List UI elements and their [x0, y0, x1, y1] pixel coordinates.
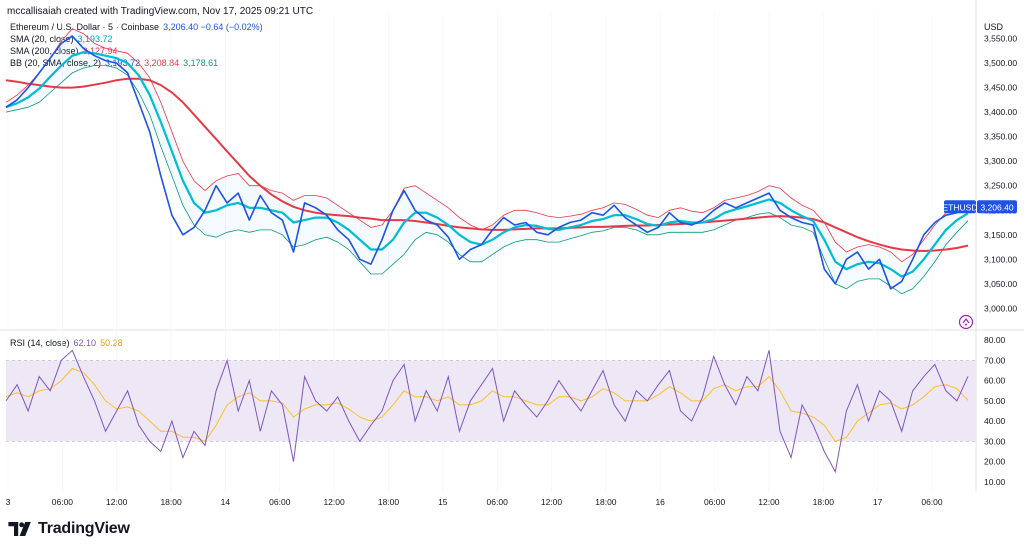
- price-lines: [5, 35, 969, 290]
- last-price-value: 3,206.40: [980, 202, 1013, 212]
- attribution-text: mccallisaiah created with TradingView.co…: [7, 6, 314, 17]
- legend-sma20-label: SMA (20, close): [10, 34, 74, 44]
- tradingview-logo-icon: [8, 522, 31, 536]
- legend-rsi-ma-value: 50.28: [100, 338, 123, 348]
- legend-rsi[interactable]: RSI (14, close) 62.10 50.28: [10, 338, 123, 348]
- time-tick-label: 12:00: [541, 497, 563, 507]
- time-tick-label: 15: [438, 497, 448, 507]
- legend-bb[interactable]: BB (20, SMA, close, 2) 3,193.72 3,208.84 3,…: [10, 58, 218, 68]
- price-tick-label: 3,450.00: [984, 83, 1017, 93]
- price-line: [5, 35, 969, 290]
- price-tick-label: 3,300.00: [984, 156, 1017, 166]
- time-tick-label: 06:00: [52, 497, 74, 507]
- currency-label[interactable]: USD: [984, 22, 1004, 32]
- time-tick-label: 17: [873, 497, 883, 507]
- legend-symbol-label: Ethereum / U.S. Dollar · 5 · Coinbase: [10, 22, 160, 32]
- time-tick-label: 3: [6, 497, 11, 507]
- rsi-tick-label: 40.00: [984, 416, 1006, 426]
- legend-symbol-values: 3,206.40 −0.64 (−0.02%): [163, 22, 263, 32]
- legend-rsi-value: 62.10: [73, 338, 97, 348]
- bb-upper-line: [5, 28, 969, 263]
- rsi-tick-label: 60.00: [984, 376, 1006, 386]
- price-tick-label: 3,100.00: [984, 254, 1017, 264]
- time-tick-label: 16: [655, 497, 665, 507]
- last-price-symbol: ETHUSD: [943, 202, 978, 212]
- sma20-line: [5, 51, 969, 278]
- price-tick-label: 3,050.00: [984, 279, 1017, 289]
- time-tick-label: 12:00: [106, 497, 128, 507]
- legend-symbol[interactable]: Ethereum / U.S. Dollar · 5 · Coinbase 3,2…: [10, 22, 263, 32]
- last-price-symbol-box: [944, 200, 976, 214]
- rsi-tick-label: 10.00: [984, 477, 1006, 487]
- last-price-tag: ETHUSD 3,206.40: [943, 200, 1017, 214]
- time-tick-label: 18:00: [378, 497, 400, 507]
- time-tick-label: 18:00: [595, 497, 617, 507]
- rsi-tick-label: 80.00: [984, 335, 1006, 345]
- legend-sma20[interactable]: SMA (20, close) 3,193.72: [10, 34, 113, 44]
- time-tick-label: 18:00: [160, 497, 182, 507]
- time-tick-label: 14: [221, 497, 231, 507]
- price-tick-label: 3,500.00: [984, 58, 1017, 68]
- legend-sma200[interactable]: SMA (200, close) 3,127.94: [10, 46, 118, 56]
- bb-fill: [6, 28, 968, 294]
- price-tick-label: 3,550.00: [984, 34, 1017, 44]
- rsi-tick-label: 20.00: [984, 457, 1006, 467]
- price-tick-label: 3,400.00: [984, 107, 1017, 117]
- tradingview-logo-text: TradingView: [38, 520, 130, 537]
- time-tick-label: 06:00: [269, 497, 291, 507]
- time-axis[interactable]: 3 06:00 12:00 18:00 14 06:00 12:00 18:00 15 06:00…: [6, 497, 943, 507]
- last-price-value-box: [977, 200, 1017, 214]
- rsi-tick-label: 50.00: [984, 396, 1006, 406]
- legend-bb-label: BB (20, SMA, close, 2): [10, 58, 102, 68]
- time-tick-label: 06:00: [487, 497, 509, 507]
- bb-lower-line: [5, 65, 969, 295]
- time-tick-label: 06:00: [704, 497, 726, 507]
- rsi-lines: [5, 349, 969, 474]
- price-tick-label: 3,150.00: [984, 230, 1017, 240]
- price-tick-label: 3,000.00: [984, 303, 1017, 313]
- rsi-tick-label: 30.00: [984, 436, 1006, 446]
- price-tick-label: 3,350.00: [984, 132, 1017, 142]
- tradingview-logo[interactable]: TradingView: [8, 518, 130, 540]
- legend-sma200-value: 3,127.94: [82, 46, 118, 56]
- rsi-band: [6, 360, 976, 442]
- legend-bb-upper: 3,208.84: [144, 58, 180, 68]
- rsi-axis[interactable]: 80.00 70.00 60.00 50.00 40.00 30.00 20.00 10.00: [984, 335, 1006, 487]
- legend-bb-lower: 3,178.61: [183, 58, 219, 68]
- legend-sma20-value: 3,193.72: [77, 34, 113, 44]
- bollinger-bands: [5, 28, 969, 295]
- price-axis[interactable]: 3,550.00 3,500.00 3,450.00 3,400.00 3,350.00…: [984, 34, 1017, 314]
- rsi-line: [5, 349, 969, 474]
- legend-bb-basis: 3,193.72: [105, 58, 141, 68]
- price-tick-label: 3,250.00: [984, 181, 1017, 191]
- rsi-tick-label: 70.00: [984, 355, 1006, 365]
- reset-icon[interactable]: [958, 314, 974, 330]
- legend-sma200-label: SMA (200, close): [10, 46, 79, 56]
- legend-rsi-label: RSI (14, close): [10, 338, 70, 348]
- time-tick-label: 12:00: [758, 497, 780, 507]
- time-tick-label: 06:00: [921, 497, 943, 507]
- time-tick-label: 18:00: [813, 497, 835, 507]
- time-tick-label: 12:00: [323, 497, 345, 507]
